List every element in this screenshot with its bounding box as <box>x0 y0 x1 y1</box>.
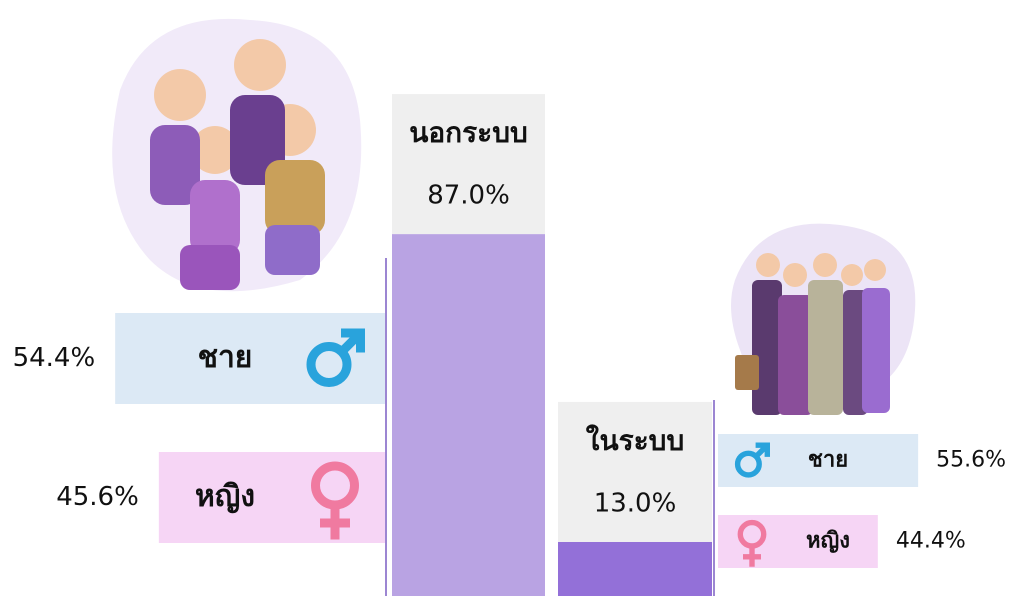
group-value: 87.0% <box>427 181 510 211</box>
gender-value: 55.6% <box>936 448 1006 473</box>
gender-label: หญิง <box>806 529 850 554</box>
gender-value: 44.4% <box>896 529 966 554</box>
gender-bar <box>718 434 919 487</box>
illustration-right <box>731 223 916 415</box>
female-icon <box>320 505 350 540</box>
bar <box>392 234 545 596</box>
gender-label: หญิง <box>195 479 255 514</box>
gender-label: ชาย <box>808 448 848 473</box>
male-icon <box>306 342 352 387</box>
bar <box>558 541 712 596</box>
group-label: ในระบบ <box>586 424 684 457</box>
male-icon <box>337 328 365 356</box>
label-box <box>392 94 545 235</box>
group-label: นอกระบบ <box>409 116 528 149</box>
gender-bar <box>115 313 386 404</box>
label-box <box>558 401 712 542</box>
gender-label: ชาย <box>198 340 253 375</box>
group-value: 13.0% <box>594 488 677 518</box>
male-icon <box>734 450 762 478</box>
gender-value: 45.6% <box>56 482 139 512</box>
gender-value: 54.4% <box>13 343 96 373</box>
illustration-left <box>112 18 362 292</box>
male-icon <box>753 442 770 459</box>
female-icon <box>743 546 761 567</box>
